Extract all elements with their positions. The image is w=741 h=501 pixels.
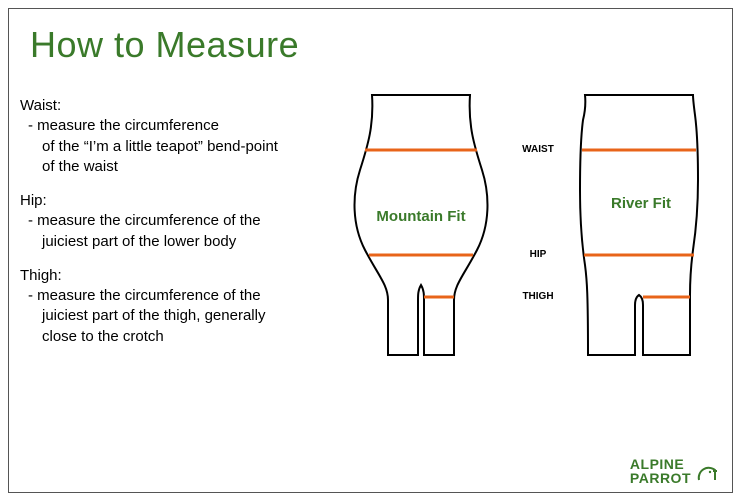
hip-line-1: - measure the circumference of the bbox=[20, 211, 320, 231]
diagram-svg bbox=[330, 90, 730, 380]
mountain-fit-label: Mountain Fit bbox=[366, 208, 476, 225]
waist-line-1: - measure the circumference bbox=[20, 116, 320, 136]
thigh-line-1: - measure the circumference of the bbox=[20, 286, 320, 306]
page-title: How to Measure bbox=[30, 24, 299, 66]
hip-label: Hip: bbox=[20, 191, 320, 211]
logo-text: ALPINE PARROT bbox=[630, 458, 691, 485]
river-outline bbox=[580, 95, 698, 355]
waist-line-3: of the waist bbox=[20, 157, 320, 177]
mid-label-waist: WAIST bbox=[516, 144, 560, 155]
measurement-diagram: Mountain Fit River Fit WAIST HIP THIGH bbox=[330, 90, 730, 380]
hip-line-2: juiciest part of the lower body bbox=[20, 232, 320, 252]
logo-line-2: PARROT bbox=[630, 472, 691, 485]
thigh-line-2: juiciest part of the thigh, generally bbox=[20, 306, 320, 326]
mid-label-thigh: THIGH bbox=[516, 291, 560, 302]
mid-label-hip: HIP bbox=[516, 249, 560, 260]
instructions-block: Waist: - measure the circumference of th… bbox=[20, 96, 320, 347]
waist-label: Waist: bbox=[20, 96, 320, 116]
river-fit-label: River Fit bbox=[586, 195, 696, 212]
waist-line-2: of the “I’m a little teapot” bend-point bbox=[20, 137, 320, 157]
river-fit-figure bbox=[580, 95, 698, 355]
mountain-outline bbox=[355, 95, 488, 355]
brand-logo: ALPINE PARROT bbox=[630, 458, 719, 485]
parrot-icon bbox=[695, 460, 719, 484]
mountain-fit-figure bbox=[355, 95, 488, 355]
thigh-line-3: close to the crotch bbox=[20, 327, 320, 347]
thigh-label: Thigh: bbox=[20, 266, 320, 286]
